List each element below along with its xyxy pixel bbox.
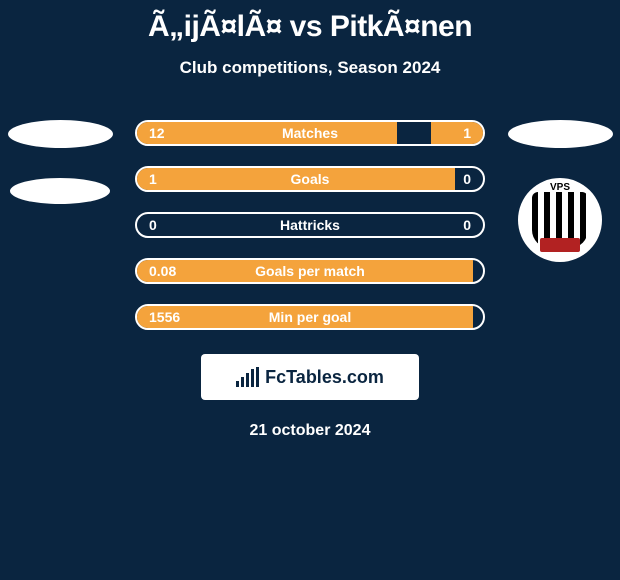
date-line: 21 october 2024 [0,422,620,440]
player-left-column [0,120,120,204]
stat-value-right: 1 [463,125,471,141]
stat-bars: 12 Matches 1 1 Goals 0 0 Hattricks 0 0.08 Goals pe… [135,120,485,330]
brand-logo-icon [236,367,259,387]
stat-bar: 12 Matches 1 [135,120,485,146]
subtitle: Club competitions, Season 2024 [0,58,620,78]
stat-bar: 1556 Min per goal [135,304,485,330]
page-title: Ã„ijÃ¤lÃ¤ vs PitkÃ¤nen [0,0,620,44]
club-right-initials: VPS [550,182,570,193]
club-left-badge [10,178,110,204]
stat-fill-left [137,122,397,144]
player-right-column: VPS [500,120,620,262]
stat-bar: 1 Goals 0 [135,166,485,192]
stat-value-left: 0 [149,217,157,233]
club-right-badge: VPS [518,178,602,262]
compare-area: VPS 12 Matches 1 1 Goals 0 0 Hattricks 0 0.08 Goal… [0,120,620,330]
stat-label: Goals per match [255,263,365,279]
stat-value-left: 1 [149,171,157,187]
brand-text: FcTables.com [265,367,384,388]
stat-label: Hattricks [280,217,340,233]
stat-label: Min per goal [269,309,351,325]
stat-fill-right [431,122,483,144]
club-right-band [540,238,580,252]
stat-bar: 0.08 Goals per match [135,258,485,284]
stat-value-right: 0 [463,171,471,187]
stat-value-left: 0.08 [149,263,176,279]
stat-label: Goals [291,171,330,187]
stat-bar: 0 Hattricks 0 [135,212,485,238]
stat-value-left: 1556 [149,309,180,325]
brand-box: FcTables.com [201,354,419,400]
stat-value-right: 0 [463,217,471,233]
stat-value-left: 12 [149,125,165,141]
player-left-avatar [8,120,113,148]
stat-label: Matches [282,125,338,141]
player-right-avatar [508,120,613,148]
